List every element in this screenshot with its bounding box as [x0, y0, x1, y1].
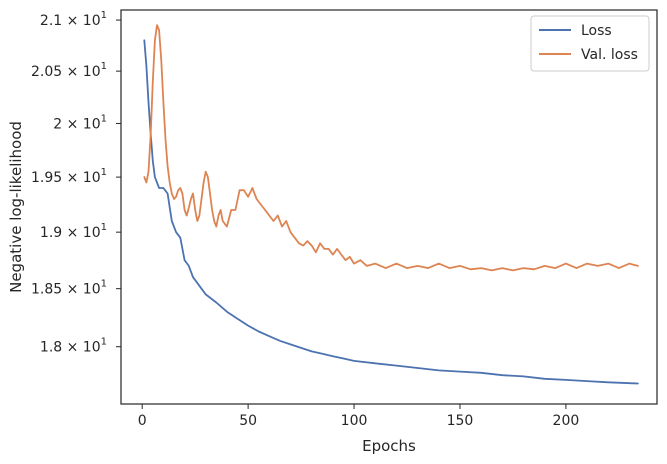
legend-label-val-loss: Val. loss [581, 47, 638, 63]
legend: Loss Val. loss [530, 15, 650, 72]
series-line-loss [143, 39, 639, 385]
legend-label-loss: Loss [581, 23, 612, 39]
x-tick-label: 50 [239, 413, 257, 429]
x-tick-label: 0 [138, 413, 147, 429]
y-tick-label: 1.9 × 101 [40, 222, 107, 241]
y-axis-label: Negative log-likelihood [7, 121, 25, 293]
plot-frame [120, 9, 658, 405]
y-tick-label: 1.85 × 101 [31, 279, 107, 298]
x-tick-label: 150 [447, 413, 474, 429]
y-tick-label: 1.8 × 101 [40, 337, 107, 356]
y-tick-label: 2.05 × 101 [31, 61, 107, 80]
x-axis-ticks: 0 50 100 150 200 [138, 404, 580, 429]
y-tick-label: 1.95 × 101 [31, 167, 107, 186]
y-tick-label: 2 × 101 [53, 113, 107, 132]
series-line-val-loss [143, 24, 639, 272]
x-axis-label: Epochs [362, 437, 416, 455]
y-tick-label: 2.1 × 101 [40, 10, 107, 29]
series-lines [143, 24, 639, 385]
x-tick-label: 100 [341, 413, 368, 429]
y-axis-ticks: 1.8 × 101 1.85 × 101 1.9 × 101 1.95 × 101 2 … [31, 10, 121, 356]
x-tick-label: 200 [553, 413, 580, 429]
